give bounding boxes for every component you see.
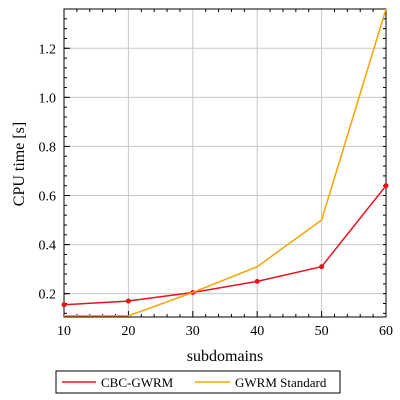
x-tick-label: 30 xyxy=(186,324,200,339)
legend-label-cbc-gwrm: CBC-GWRM xyxy=(101,375,174,390)
y-axis-title: CPU time [s] xyxy=(11,122,28,206)
data-point-cbc-gwrm xyxy=(61,302,67,308)
y-tick-label: 0.4 xyxy=(39,239,57,254)
minor-ticks xyxy=(63,8,387,317)
legend: CBC-GWRM GWRM Standard xyxy=(55,370,341,394)
x-tick-label: 60 xyxy=(379,324,393,339)
series-line-gwrm-standard xyxy=(64,8,387,317)
legend-label-gwrm-standard: GWRM Standard xyxy=(235,375,327,390)
x-axis-title: subdomains xyxy=(187,348,263,365)
y-tick-label: 0.2 xyxy=(39,288,57,303)
data-point-cbc-gwrm xyxy=(254,278,260,284)
y-tick-label: 0.8 xyxy=(39,140,57,155)
x-tick-label: 40 xyxy=(250,324,264,339)
data-point-cbc-gwrm xyxy=(125,298,131,304)
x-tick-labels: 10 20 30 40 50 60 xyxy=(57,324,393,339)
data-point-cbc-gwrm xyxy=(383,183,389,189)
y-tick-label: 0.6 xyxy=(39,190,57,205)
x-tick-label: 50 xyxy=(315,324,329,339)
y-tick-label: 1.0 xyxy=(39,91,57,106)
x-tick-label: 10 xyxy=(57,324,71,339)
series-line-cbc-gwrm xyxy=(63,185,387,306)
plot-frame xyxy=(63,8,387,318)
data-point-cbc-gwrm xyxy=(319,264,325,270)
y-tick-label: 1.2 xyxy=(39,42,57,57)
y-tick-labels: 0.2 0.4 0.6 0.8 1.0 1.2 xyxy=(39,42,57,302)
x-tick-label: 20 xyxy=(121,324,135,339)
series-layer xyxy=(61,8,389,317)
